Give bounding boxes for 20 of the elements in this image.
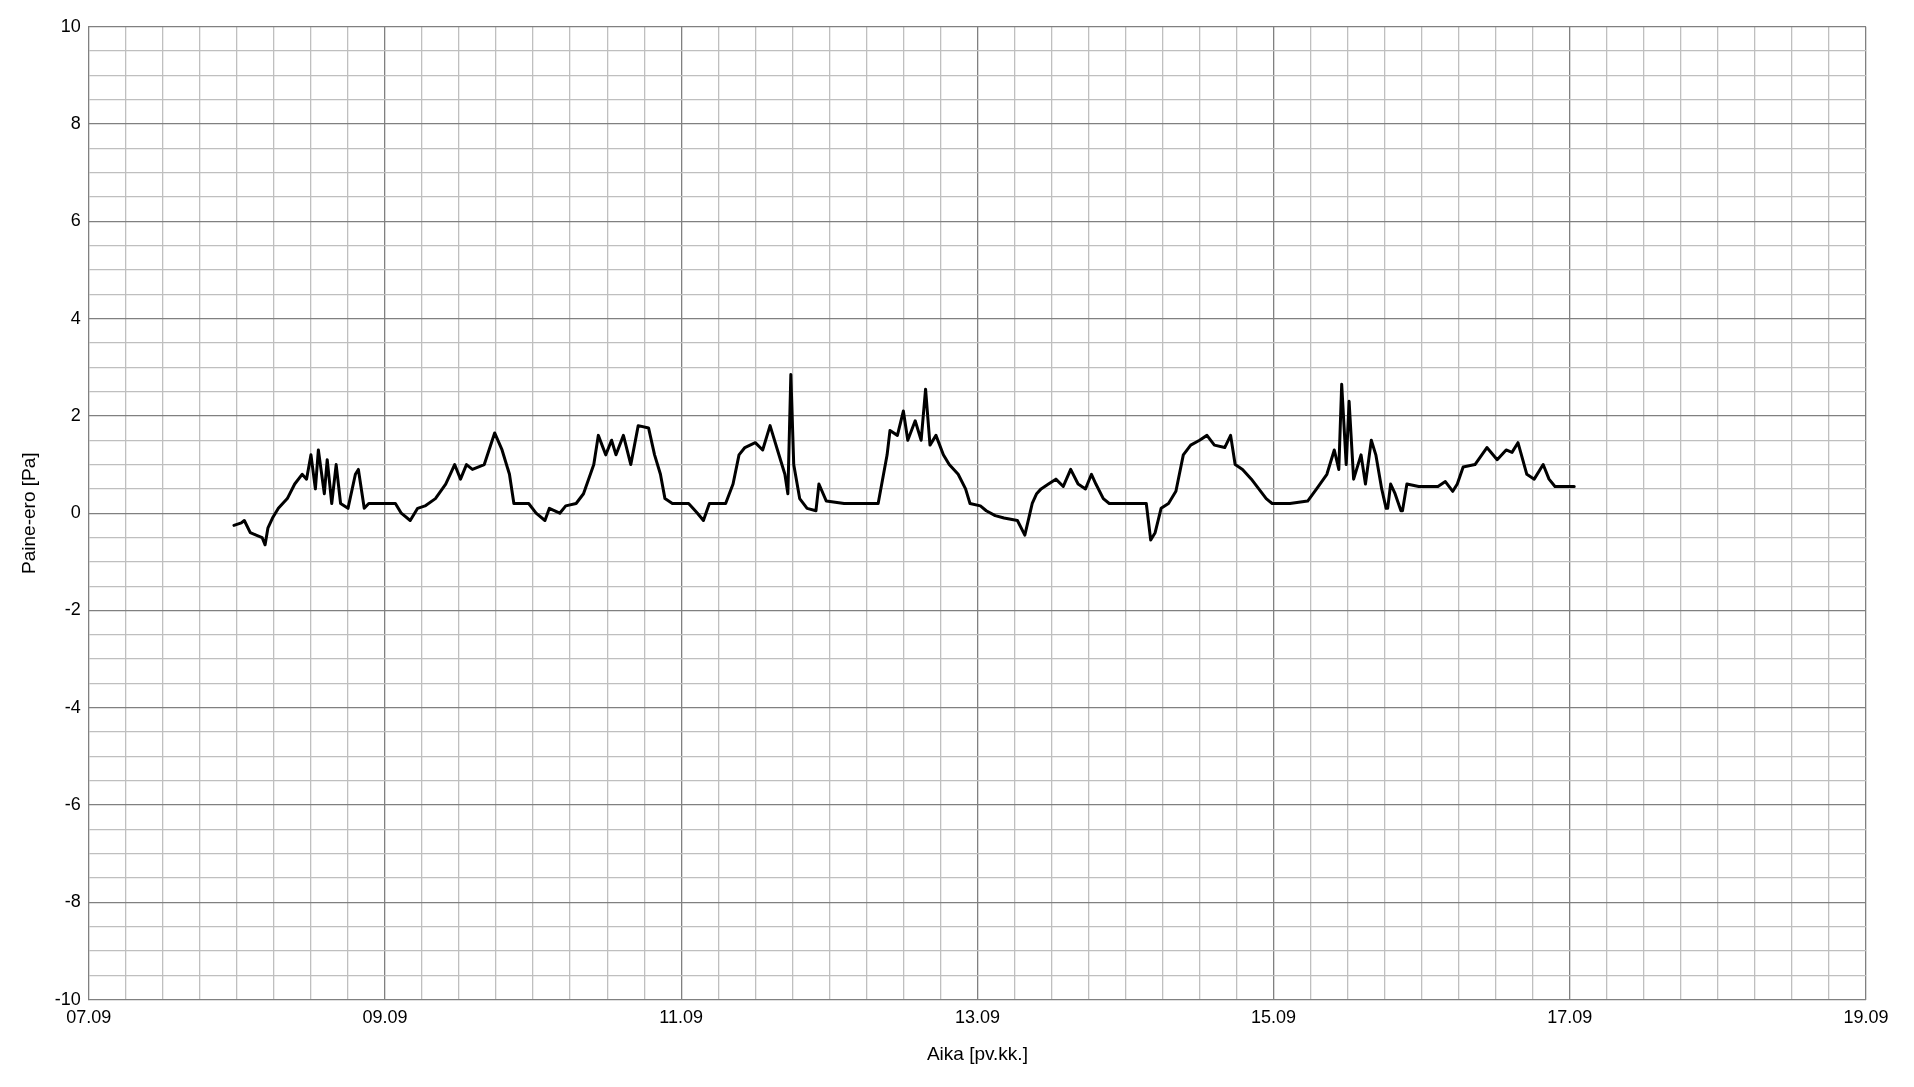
y-tick-label: 2 bbox=[70, 404, 81, 425]
y-tick-label: -6 bbox=[64, 794, 81, 815]
x-tick-label: 15.09 bbox=[1251, 1007, 1297, 1028]
y-tick-label: 6 bbox=[70, 210, 81, 231]
y-axis-title: Paine-ero [Pa] bbox=[17, 452, 39, 574]
x-tick-label: 17.09 bbox=[1547, 1007, 1593, 1028]
y-tick-label: 10 bbox=[60, 15, 81, 36]
x-tick-label: 09.09 bbox=[362, 1007, 408, 1028]
y-tick-label: 4 bbox=[70, 307, 81, 328]
y-tick-label: -2 bbox=[64, 599, 81, 620]
y-tick-label: 8 bbox=[70, 113, 81, 134]
y-tick-label: -8 bbox=[64, 891, 81, 912]
x-axis-title: Aika [pv.kk.] bbox=[926, 1042, 1028, 1064]
x-tick-label: 07.09 bbox=[66, 1007, 112, 1028]
x-tick-label: 11.09 bbox=[659, 1007, 704, 1028]
x-tick-label: 19.09 bbox=[1843, 1007, 1889, 1028]
y-tick-label: -10 bbox=[54, 988, 81, 1009]
y-tick-label: -4 bbox=[64, 696, 81, 717]
x-tick-label: 13.09 bbox=[954, 1007, 1000, 1028]
y-tick-label: 0 bbox=[70, 502, 81, 523]
